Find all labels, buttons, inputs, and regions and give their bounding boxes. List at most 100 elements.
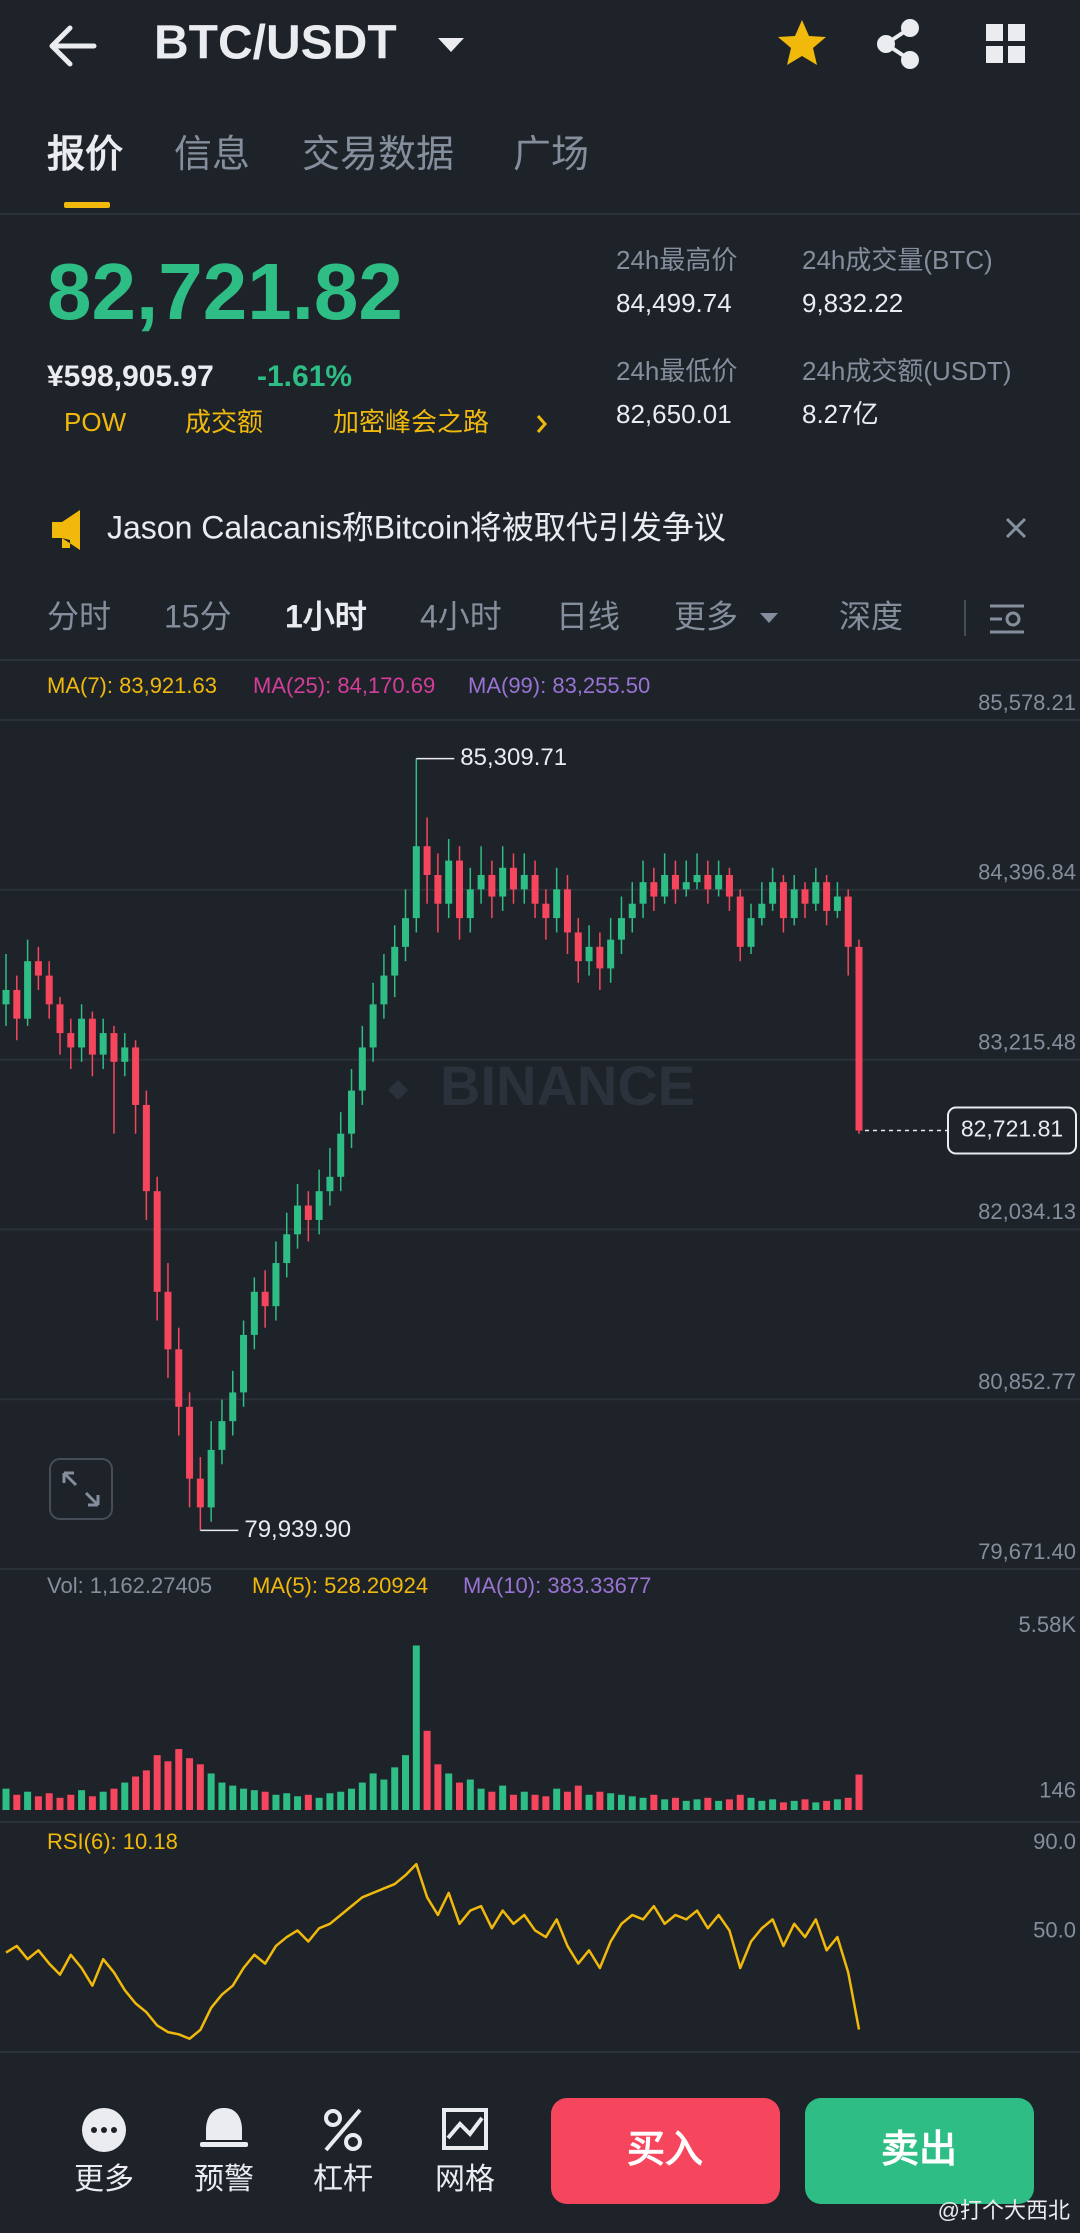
- volume-bar: [769, 1799, 777, 1810]
- candle-body: [585, 946, 593, 962]
- candle-body: [337, 1133, 345, 1177]
- pair-dropdown[interactable]: [438, 38, 464, 52]
- candle-body: [229, 1392, 237, 1422]
- volume-bar: [553, 1788, 561, 1810]
- stat-value: 8.27亿: [802, 399, 879, 429]
- candle-body: [261, 1291, 269, 1307]
- rsi-line: [5, 1862, 861, 2040]
- volume-ma-label: MA(10): 383.33677: [463, 1573, 651, 1598]
- volume-ma-label: MA(5): 528.20924: [252, 1573, 428, 1598]
- volume-bar: [477, 1788, 485, 1810]
- candle-body: [348, 1090, 356, 1134]
- tag[interactable]: 加密峰会之路: [333, 407, 489, 437]
- candle-body: [704, 874, 712, 890]
- action-label[interactable]: 网格: [435, 2163, 495, 2196]
- candle-body: [294, 1205, 302, 1235]
- candle-body: [823, 882, 831, 911]
- candle-body: [121, 1047, 129, 1062]
- pair-title[interactable]: BTC/USDT: [154, 17, 397, 70]
- candle-body: [434, 874, 442, 904]
- candle-body: [779, 882, 787, 919]
- tab-indicator: [64, 202, 110, 208]
- rsi-label: RSI(6): 10.18: [47, 1829, 178, 1854]
- volume-bar: [391, 1767, 399, 1810]
- y-tick-label: 83,215.48: [978, 1029, 1076, 1054]
- alert-icon[interactable]: [200, 2108, 248, 2147]
- y-tick-label: 82,034.13: [978, 1199, 1076, 1224]
- sell-button[interactable]: [805, 2098, 1034, 2204]
- y-tick-label: 80,852.77: [978, 1369, 1076, 1394]
- interval[interactable]: 更多: [674, 598, 738, 634]
- last-price: 82,721.82: [47, 247, 403, 336]
- chart-settings[interactable]: [990, 604, 1024, 634]
- volume-bar: [542, 1796, 550, 1810]
- announcement[interactable]: Jason Calacanis称Bitcoin将被取代引发争议: [107, 509, 726, 545]
- volume-tick-label: 5.58K: [1019, 1612, 1077, 1637]
- volume-bar: [164, 1761, 172, 1810]
- tab[interactable]: 信息: [174, 134, 250, 176]
- y-tick-label: 85,578.21: [978, 690, 1076, 715]
- candle-body: [693, 874, 701, 883]
- grid-menu[interactable]: [986, 24, 1025, 63]
- interval[interactable]: 日线: [556, 598, 620, 634]
- candle-body: [531, 874, 539, 904]
- stat-label: 24h最高价: [616, 245, 737, 275]
- candle-body: [509, 867, 517, 890]
- volume-bar: [142, 1770, 150, 1810]
- interval[interactable]: 4小时: [420, 598, 502, 634]
- sell-label[interactable]: 卖出: [881, 2129, 957, 2171]
- grid-icon[interactable]: [442, 2108, 488, 2150]
- tag[interactable]: 成交额: [185, 407, 263, 437]
- candle-body: [833, 896, 841, 911]
- more-dropdown[interactable]: [760, 613, 778, 623]
- buy-label[interactable]: 买入: [627, 2129, 703, 2171]
- stat-label: 24h成交额(USDT): [802, 356, 1011, 386]
- back-button[interactable]: [49, 25, 97, 67]
- more-icon[interactable]: [82, 2108, 126, 2152]
- candle-body: [650, 882, 658, 897]
- candle-body: [196, 1478, 204, 1508]
- favorite-star[interactable]: [778, 20, 826, 65]
- volume-bar: [499, 1785, 507, 1810]
- interval[interactable]: 分时: [47, 598, 111, 634]
- tag[interactable]: POW: [64, 407, 127, 437]
- volume-bar: [466, 1779, 474, 1810]
- volume-bar: [175, 1749, 183, 1810]
- volume-bar: [315, 1797, 323, 1810]
- candle-body: [607, 939, 615, 969]
- expand-button[interactable]: [49, 1458, 113, 1520]
- close-announcement[interactable]: [1005, 517, 1027, 539]
- volume-tick-label: 146: [1039, 1777, 1076, 1802]
- interval[interactable]: 1小时: [285, 598, 367, 634]
- ma-label: MA(99): 83,255.50: [468, 673, 650, 698]
- interval[interactable]: 深度: [839, 598, 903, 634]
- action-label[interactable]: 更多: [74, 2163, 134, 2196]
- leverage-icon[interactable]: [324, 2108, 362, 2152]
- volume-bar: [78, 1790, 86, 1810]
- volume-bar: [747, 1797, 755, 1810]
- tab[interactable]: 广场: [513, 134, 589, 176]
- action-label[interactable]: 预警: [194, 2163, 254, 2196]
- volume-bar: [423, 1730, 431, 1810]
- candle-body: [455, 860, 463, 919]
- candle-body: [326, 1176, 334, 1192]
- announcement-icon: [52, 510, 80, 550]
- tab[interactable]: 报价: [47, 134, 123, 176]
- candle-body: [596, 946, 604, 969]
- candle-body: [358, 1047, 366, 1091]
- buy-button[interactable]: [551, 2098, 780, 2204]
- candle-body: [142, 1104, 150, 1192]
- candle-body: [2, 989, 10, 1005]
- volume-bar: [434, 1764, 442, 1810]
- volume-bar: [628, 1796, 636, 1810]
- volume-bar: [304, 1794, 312, 1810]
- action-label[interactable]: 杠杆: [313, 2163, 373, 2196]
- candle-body: [56, 1004, 64, 1034]
- volume-bar: [833, 1799, 841, 1810]
- interval[interactable]: 15分: [164, 598, 232, 634]
- candle-body: [24, 961, 32, 1019]
- volume-bar: [509, 1794, 517, 1810]
- tab[interactable]: 交易数据: [302, 134, 454, 176]
- share-button[interactable]: [877, 19, 919, 69]
- candle-body: [67, 1033, 75, 1048]
